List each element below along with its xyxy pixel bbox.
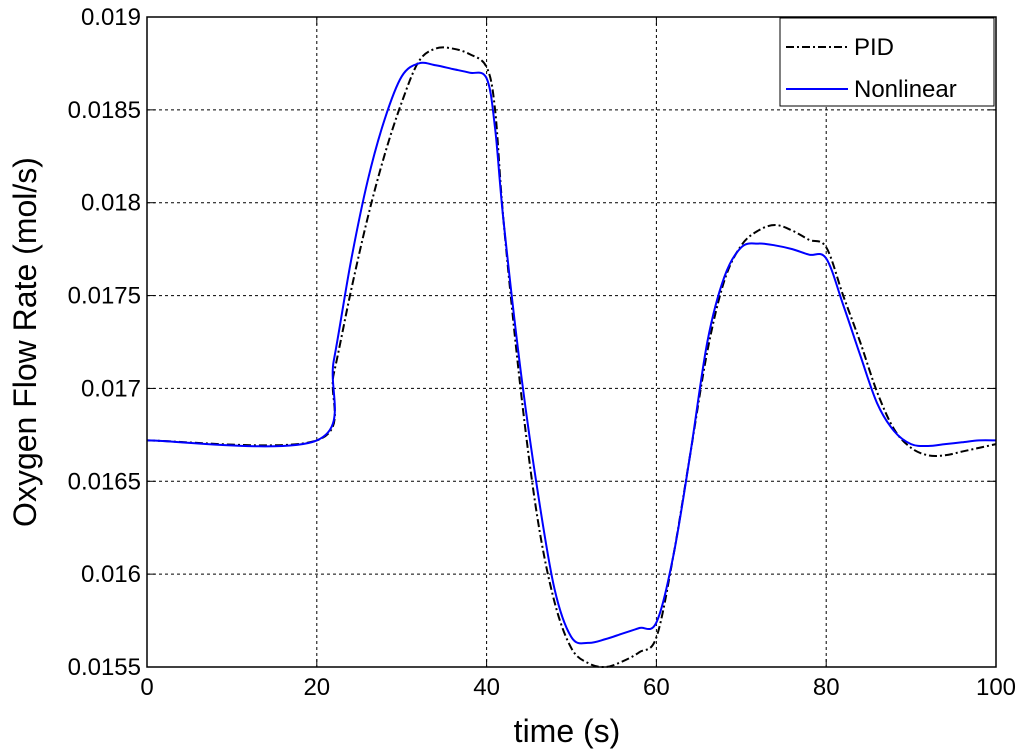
legend-label-pid: PID xyxy=(854,34,894,61)
x-tick-label: 80 xyxy=(813,674,840,701)
legend: PID Nonlinear xyxy=(779,17,995,107)
legend-box xyxy=(779,17,995,107)
x-axis-label: time (s) xyxy=(514,713,621,749)
y-tick-label: 0.0155 xyxy=(68,654,141,681)
y-tick-label: 0.016 xyxy=(81,561,141,588)
series-line-nonlinear xyxy=(146,61,997,645)
y-tick-label: 0.019 xyxy=(81,4,141,31)
x-axis-ticks: 0 20 40 60 80 100 xyxy=(140,17,1016,701)
y-tick-label: 0.017 xyxy=(81,375,141,402)
series-lines xyxy=(146,46,997,669)
y-tick-label: 0.0185 xyxy=(68,97,141,124)
x-tick-label: 60 xyxy=(643,674,670,701)
y-axis-ticks: 0.0155 0.016 0.0165 0.017 0.0175 0.018 0.0185 0… xyxy=(68,4,996,681)
x-tick-label: 40 xyxy=(473,674,500,701)
y-tick-label: 0.0165 xyxy=(68,468,141,495)
y-tick-label: 0.018 xyxy=(81,190,141,217)
x-tick-label: 100 xyxy=(976,674,1016,701)
grid xyxy=(147,17,996,667)
x-tick-label: 0 xyxy=(140,674,153,701)
legend-label-nonlinear: Nonlinear xyxy=(854,76,957,103)
y-axis-label: Oxygen Flow Rate (mol/s) xyxy=(7,157,43,527)
series-line-pid xyxy=(146,46,997,669)
plot-frame xyxy=(146,16,997,668)
x-tick-label: 20 xyxy=(303,674,330,701)
y-tick-label: 0.0175 xyxy=(68,283,141,310)
